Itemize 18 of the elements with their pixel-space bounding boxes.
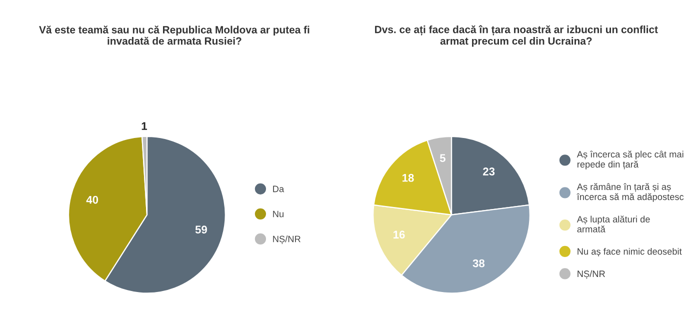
data-label: 23 bbox=[483, 168, 495, 176]
data-label: 5 bbox=[440, 154, 446, 162]
data-label: 16 bbox=[394, 230, 405, 239]
legend-label: Aș lupta alături de armată bbox=[576, 216, 650, 232]
chart-title: Vă este teamă sau nu că Republica Moldova ar putea fi invadată de armata Rusiei? bbox=[39, 26, 310, 45]
legend-label: NȘ/NR bbox=[578, 270, 605, 279]
data-label: 40 bbox=[86, 196, 98, 204]
data-label: 38 bbox=[472, 259, 485, 268]
legend-label: Nu aș face nimic deosebit bbox=[578, 248, 682, 257]
legend-label: NȘ/NR bbox=[273, 236, 300, 244]
legend-label: Da bbox=[273, 186, 284, 192]
data-label: 1 bbox=[142, 122, 148, 130]
legend-label: Nu bbox=[273, 210, 284, 218]
data-label: 59 bbox=[195, 226, 207, 234]
chart-title: Dvs. ce ați face dacă în țara noastră ar izbucni un conflict armat precum cel din Ucraina? bbox=[375, 25, 658, 47]
data-label: 18 bbox=[402, 174, 414, 182]
legend-label: Aș rămâne în țară și aș încerca să mă adăpostesc bbox=[576, 183, 684, 202]
legend-label: Aș încerca să plec cât mai repede din țară bbox=[576, 150, 684, 170]
